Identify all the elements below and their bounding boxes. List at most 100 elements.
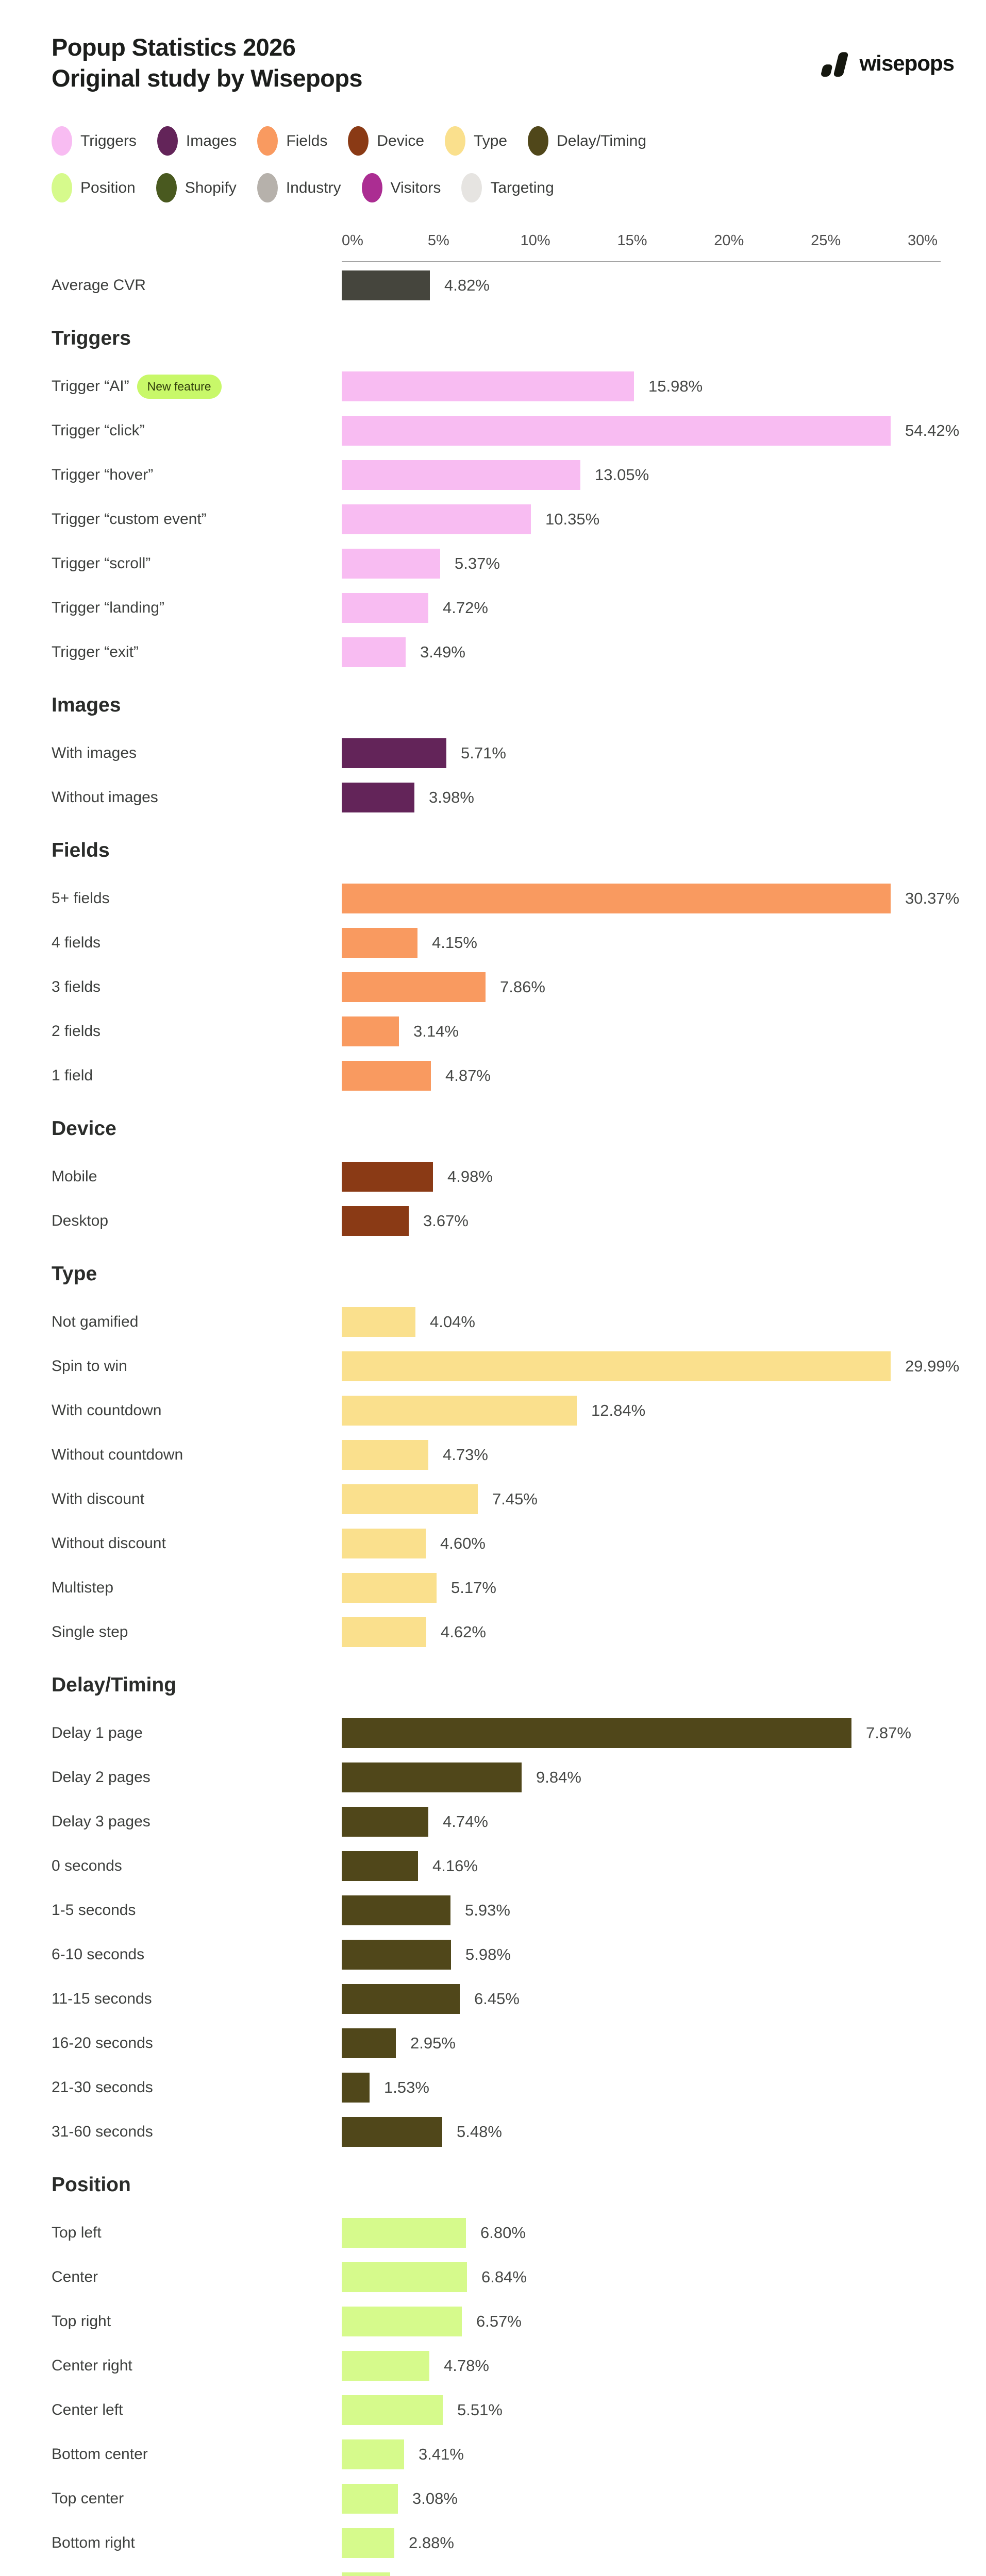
value-top-center: 3.08% <box>412 2489 458 2508</box>
chart-row-top-right: Top right 6.57% <box>52 2307 986 2337</box>
section-title-fields: Fields <box>52 839 110 862</box>
chart-row-mobile: Mobile 4.98% <box>52 1162 986 1192</box>
legend-label-industry: Industry <box>286 179 341 196</box>
row-plot: 5.37% <box>342 549 986 579</box>
row-label-mobile: Mobile <box>52 1168 342 1185</box>
row-plot: 4.73% <box>342 1440 986 1470</box>
row-plot: 7.86% <box>342 972 986 1003</box>
bar-5-fields <box>342 884 891 914</box>
bar-trigger-click <box>342 416 891 446</box>
row-label-2-fields: 2 fields <box>52 1023 342 1040</box>
section-title-device: Device <box>52 1117 116 1140</box>
bar-top-center <box>342 2484 398 2514</box>
row-label-average-cvr: Average CVR <box>52 277 342 294</box>
bar-11-15-seconds <box>342 1984 460 2014</box>
row-label-text: Spin to win <box>52 1358 127 1375</box>
chart-row-with-discount: With discount 7.45% <box>52 1484 986 1515</box>
bar-trigger-scroll <box>342 549 440 579</box>
row-label-text: With countdown <box>52 1402 162 1419</box>
value-11-15-seconds: 6.45% <box>474 1990 520 2008</box>
row-plot: 5.17% <box>342 1573 986 1603</box>
bar-not-gamified <box>342 1307 415 1337</box>
value-not-gamified: 4.04% <box>430 1313 475 1331</box>
row-label-single-step: Single step <box>52 1623 342 1641</box>
row-label-21-30-seconds: 21-30 seconds <box>52 2079 342 2096</box>
row-label-delay-1-page: Delay 1 page <box>52 1724 342 1742</box>
row-label-text: Without discount <box>52 1535 166 1552</box>
value-trigger-landing: 4.72% <box>443 599 488 617</box>
chart-row-31-60-seconds: 31-60 seconds 5.48% <box>52 2117 986 2147</box>
value-bottom-right: 2.88% <box>409 2534 454 2552</box>
legend-swatch-visitors <box>361 173 382 203</box>
legend-label-delay-timing: Delay/Timing <box>557 132 647 149</box>
legend-swatch-type <box>445 126 466 156</box>
chart-row-center-left: Center left 5.51% <box>52 2395 986 2426</box>
x-axis: 0% 5% 10% 15% 20% 25% 30% <box>52 232 986 270</box>
value-31-60-seconds: 5.48% <box>457 2123 502 2141</box>
bar-top-left <box>342 2218 466 2248</box>
chart-row-trigger-scroll: Trigger “scroll” 5.37% <box>52 549 986 579</box>
row-label-text: 0 seconds <box>52 1857 122 1875</box>
legend-item-position: Position <box>52 173 136 203</box>
row-label-0-seconds: 0 seconds <box>52 1857 342 1875</box>
chart-row-center: Center 6.84% <box>52 2262 986 2293</box>
row-label-trigger-hover: Trigger “hover” <box>52 466 342 484</box>
bar-16-20-seconds <box>342 2028 396 2059</box>
row-label-text: With discount <box>52 1490 145 1508</box>
row-label-delay-3-pages: Delay 3 pages <box>52 1813 342 1831</box>
row-label-trigger-custom-event: Trigger “custom event” <box>52 511 342 528</box>
row-label-text: 6-10 seconds <box>52 1946 145 1963</box>
row-plot: 4.82% <box>342 270 986 301</box>
value-3-fields: 7.86% <box>500 978 545 996</box>
legend-item-industry: Industry <box>257 173 341 203</box>
row-label-text: Delay 3 pages <box>52 1813 151 1831</box>
value-center: 6.84% <box>481 2268 527 2286</box>
legend-label-fields: Fields <box>286 132 328 149</box>
row-label-text: Center <box>52 2268 98 2286</box>
row-plot: 3.14% <box>342 1016 986 1047</box>
chart-row-trigger-hover: Trigger “hover” 13.05% <box>52 460 986 490</box>
chart-row-multistep: Multistep 5.17% <box>52 1573 986 1603</box>
row-label-text: 2 fields <box>52 1023 101 1040</box>
value-with-images: 5.71% <box>461 744 506 762</box>
row-label-5-fields: 5+ fields <box>52 890 342 907</box>
value-1-5-seconds: 5.93% <box>465 1901 510 1920</box>
chart-row-trigger-custom-event: Trigger “custom event” 10.35% <box>52 504 986 535</box>
header: Popup Statistics 2026 Original study by … <box>52 32 986 93</box>
bar-multistep <box>342 1573 437 1603</box>
row-plot: 3.67% <box>342 1206 986 1236</box>
x-axis-ticks: 0% 5% 10% 15% 20% 25% 30% <box>342 232 986 270</box>
row-label-without-countdown: Without countdown <box>52 1446 342 1464</box>
bar-without-images <box>342 783 414 813</box>
value-desktop: 3.67% <box>423 1212 469 1230</box>
bar-delay-2-pages <box>342 1762 522 1793</box>
row-plot: 2.88% <box>342 2528 986 2558</box>
chart-row-without-countdown: Without countdown 4.73% <box>52 1440 986 1470</box>
value-0-seconds: 4.16% <box>432 1857 478 1875</box>
chart-row-not-gamified: Not gamified 4.04% <box>52 1307 986 1337</box>
chart-row-16-20-seconds: 16-20 seconds 2.95% <box>52 2028 986 2059</box>
row-label-text: 1 field <box>52 1067 93 1084</box>
row-label-top-left: Top left <box>52 2224 342 2242</box>
row-label-text: Delay 1 page <box>52 1724 143 1742</box>
bar-trigger-exit <box>342 637 406 668</box>
x-axis-spacer <box>52 232 342 270</box>
chart-row-2-fields: 2 fields 3.14% <box>52 1016 986 1047</box>
row-label-text: 3 fields <box>52 978 101 996</box>
row-plot: 12.84% <box>342 1396 986 1426</box>
legend-item-targeting: Targeting <box>461 173 554 203</box>
chart-row-3-fields: 3 fields 7.86% <box>52 972 986 1003</box>
bar-with-discount <box>342 1484 478 1515</box>
row-plot: 4.15% <box>342 928 986 958</box>
legend-swatch-triggers <box>52 126 72 156</box>
row-label-text: Without countdown <box>52 1446 183 1464</box>
row-plot: 4.78% <box>342 2351 986 2381</box>
row-label-text: Bottom right <box>52 2534 135 2552</box>
bar-center-left <box>342 2395 443 2426</box>
bar-bottom-right <box>342 2528 394 2558</box>
value-center-right: 4.78% <box>444 2357 489 2375</box>
row-plot: 5.98% <box>342 1940 986 1970</box>
row-label-without-discount: Without discount <box>52 1535 342 1552</box>
value-trigger-click: 54.42% <box>905 421 960 440</box>
